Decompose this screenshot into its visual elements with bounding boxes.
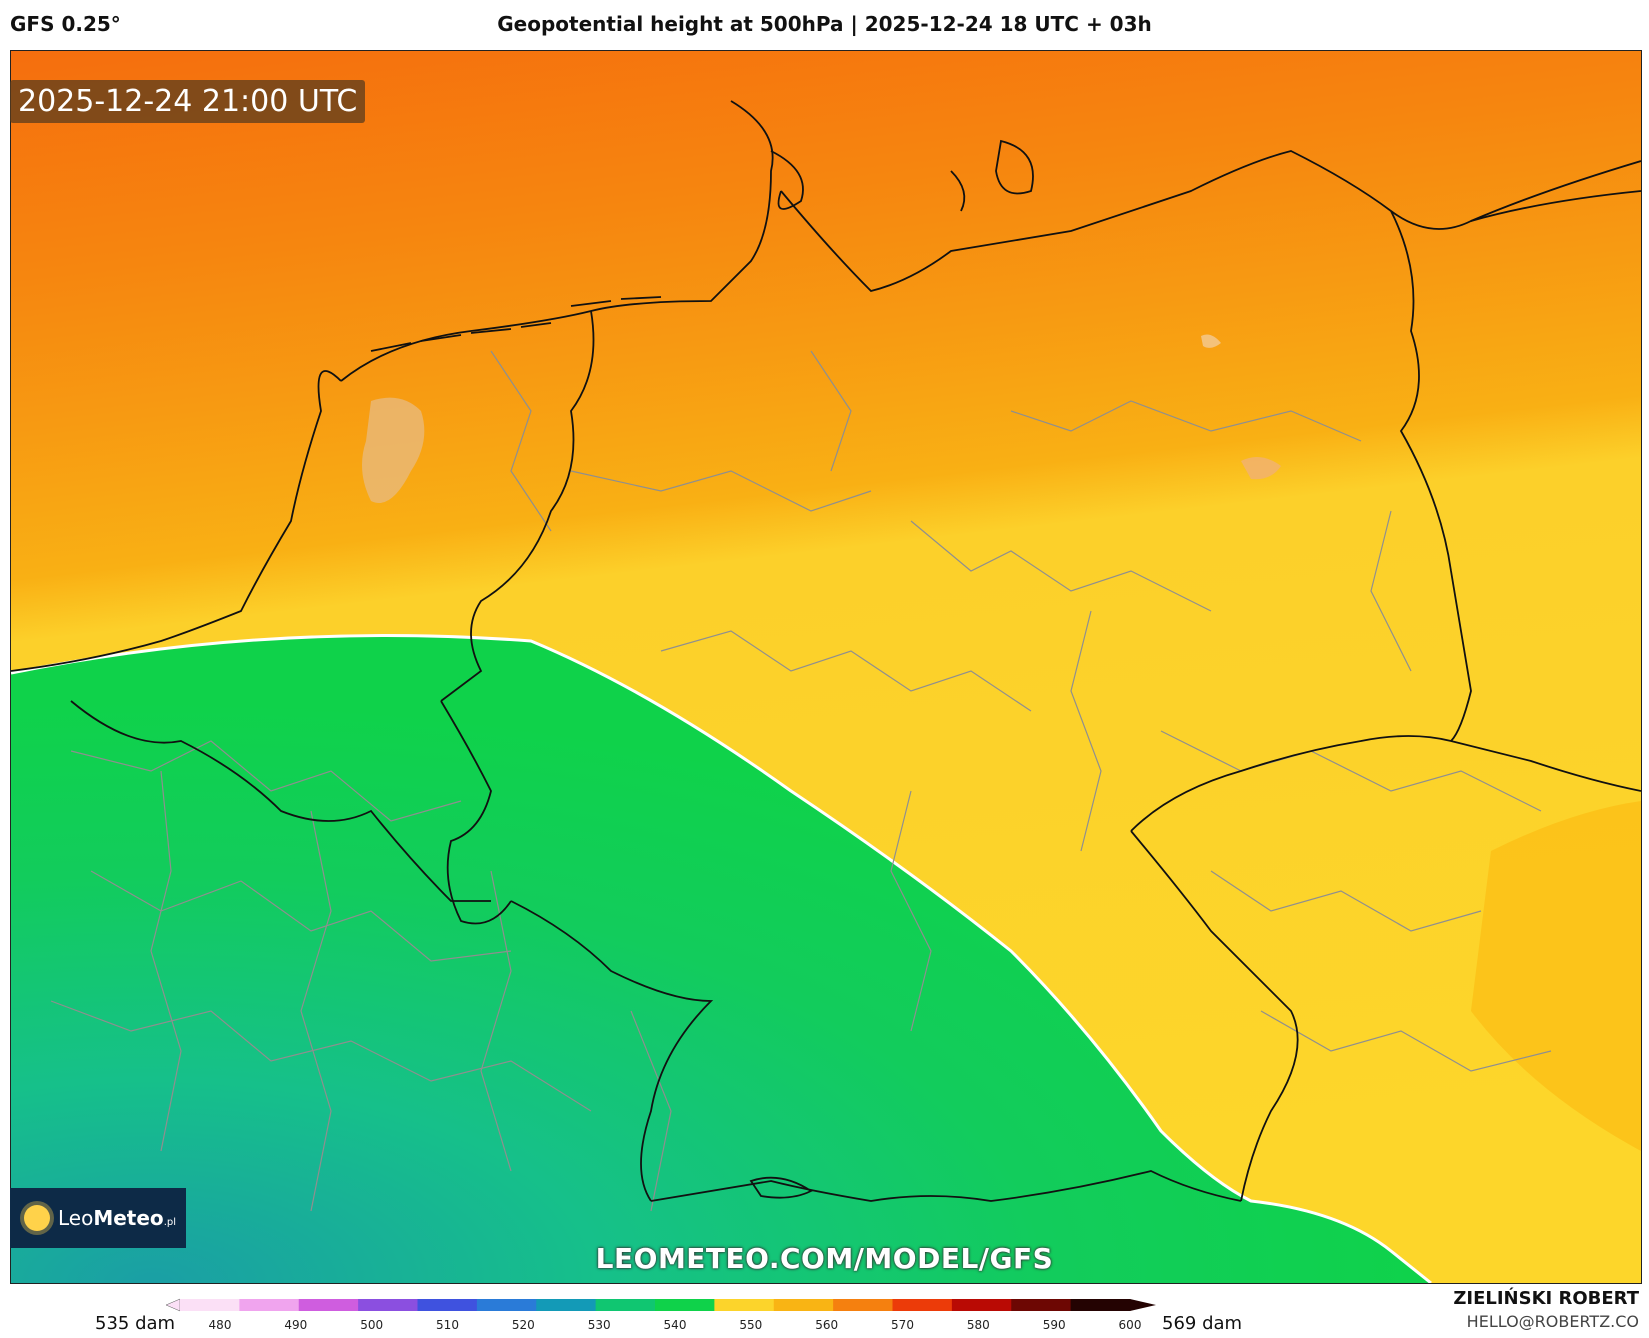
scale-swatch: [298, 1299, 359, 1311]
logo-suffix: .pl: [163, 1217, 176, 1228]
scale-tick-label: 500: [360, 1318, 383, 1332]
valid-time-badge: 2025-12-24 21:00 UTC: [10, 80, 366, 123]
chart-title: Geopotential height at 500hPa | 2025-12-…: [497, 12, 1152, 36]
scale-tick-label: 600: [1119, 1318, 1142, 1332]
scale-max-label: 569 dam: [1162, 1313, 1243, 1334]
scale-tick-label: 580: [967, 1318, 990, 1332]
scale-swatch: [655, 1299, 715, 1311]
scale-swatch: [1011, 1299, 1072, 1311]
scale-tick-label: 590: [1043, 1318, 1066, 1332]
scale-max-arrow: [1130, 1299, 1156, 1311]
map-panel[interactable]: [10, 50, 1642, 1284]
author-email: HELLO@ROBERTZ.CO: [1466, 1312, 1639, 1331]
contour-552: [11, 633, 1432, 1283]
scale-tick-label: 560: [815, 1318, 838, 1332]
scale-swatch: [358, 1299, 418, 1311]
orange-band-east: [1471, 801, 1641, 1151]
lake-east-2: [1201, 334, 1221, 348]
model-label: GFS 0.25°: [10, 12, 121, 36]
scale-tick-label: 540: [664, 1318, 687, 1332]
scale-tick-label: 510: [436, 1318, 459, 1332]
scale-swatch: [714, 1299, 775, 1311]
color-scale: 535 dam 480 490 500 510 520 530 540 550 560 570 58…: [0, 1295, 1649, 1338]
scale-swatch: [892, 1299, 953, 1311]
map-canvas: [11, 51, 1641, 1283]
sun-icon: [24, 1205, 50, 1231]
scale-swatch: [595, 1299, 656, 1311]
scale-min-label: 535 dam: [95, 1313, 176, 1334]
scale-swatch: [773, 1299, 834, 1311]
region-borders: [50, 350, 1552, 1212]
scale-tick-label: 490: [284, 1318, 307, 1332]
scale-bar: 480 490 500 510 520 530 540 550 560 570 580 590 600: [165, 1298, 1156, 1332]
watermark-url: LEOMETEO.COM/MODEL/GFS: [595, 1242, 1054, 1275]
scale-swatch: [180, 1299, 240, 1311]
scale-tick-label: 570: [891, 1318, 914, 1332]
country-boundaries: [11, 100, 1641, 1202]
leometeo-logo[interactable]: LeoMeteo.pl: [10, 1188, 186, 1248]
ijsselmeer: [362, 397, 425, 503]
scale-swatch: [476, 1299, 537, 1311]
scale-tick-label: 550: [739, 1318, 762, 1332]
lake-east-1: [1241, 457, 1281, 480]
author-name: ZIELIŃSKI ROBERT: [1453, 1288, 1639, 1309]
scale-tick-label: 530: [588, 1318, 611, 1332]
logo-name-light: Leo: [58, 1206, 94, 1230]
scale-swatch: [951, 1299, 1012, 1311]
scale-swatch: [417, 1299, 478, 1311]
scale-tick-label: 480: [209, 1318, 232, 1332]
scale-swatch: [536, 1299, 597, 1311]
scale-swatch: [1070, 1299, 1131, 1311]
scale-tick-label: 520: [512, 1318, 535, 1332]
scale-min-arrow: [165, 1298, 181, 1312]
logo-name-bold: Meteo: [93, 1206, 164, 1230]
scale-swatch: [239, 1299, 300, 1311]
scale-swatch: [833, 1299, 893, 1311]
height-field-green: [11, 635, 1431, 1283]
